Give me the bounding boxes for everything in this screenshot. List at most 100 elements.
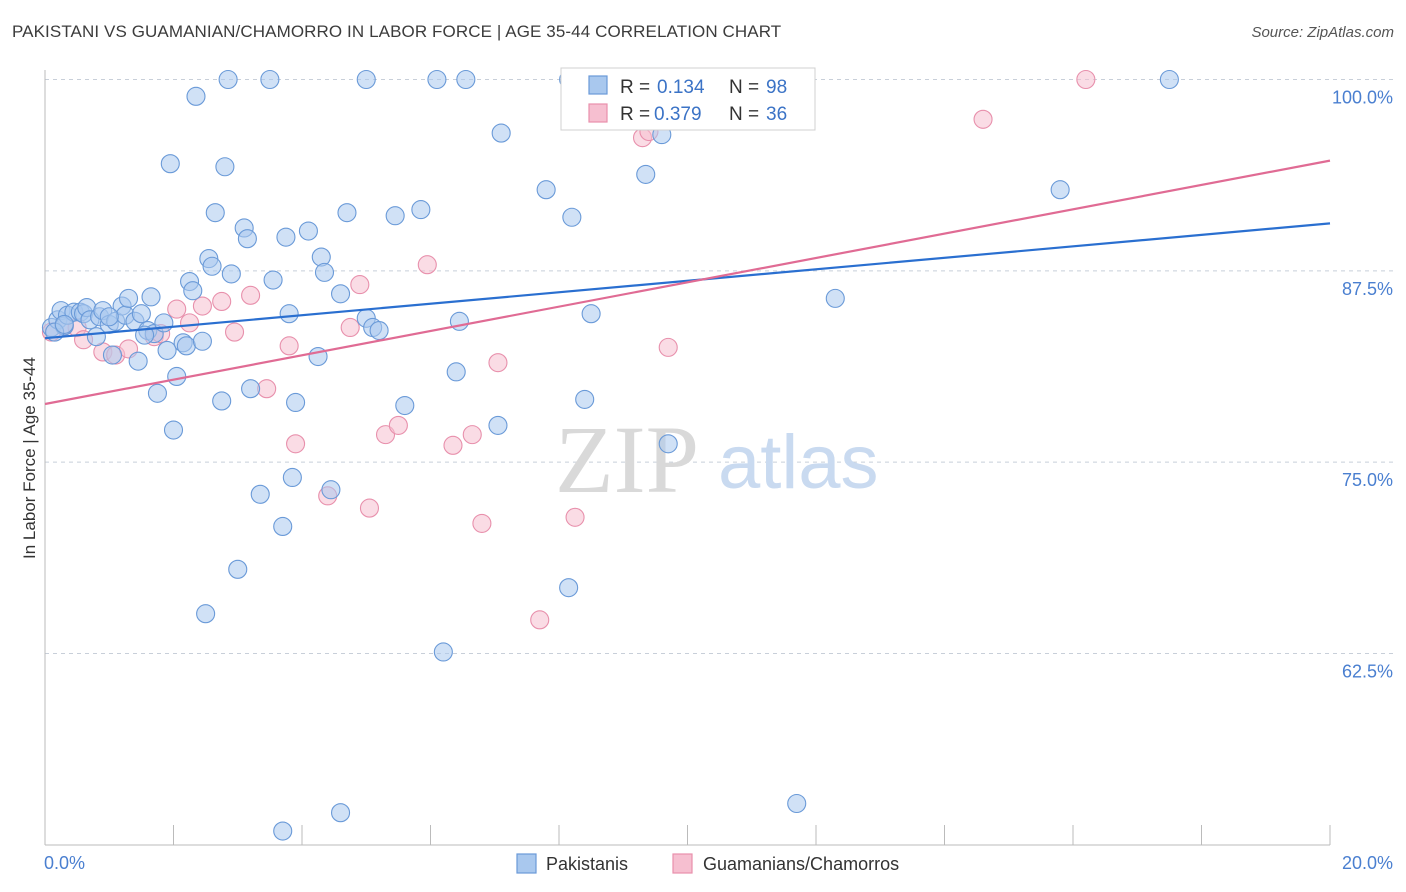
point-guamanians-33	[658, 337, 678, 357]
watermark: ZIP atlas	[555, 406, 879, 513]
point-pakistanis-20	[128, 351, 148, 371]
point-guamanians-28	[488, 353, 508, 373]
point-pakistanis-23	[141, 287, 161, 307]
point-pakistanis-70	[433, 642, 453, 662]
point-guamanians-30	[565, 507, 585, 527]
point-pakistanis-61	[321, 480, 341, 500]
x-tick-labels: 0.0% 20.0%	[44, 853, 1393, 873]
y-tick-labels: 62.5% 75.0% 87.5% 100.0%	[1332, 88, 1393, 682]
legend-swatch-pakistanis	[588, 75, 608, 95]
point-pakistanis-48	[241, 379, 261, 399]
point-pakistanis-53	[276, 227, 296, 247]
point-guamanians-27	[472, 513, 492, 533]
watermark-atlas: atlas	[718, 420, 879, 505]
point-pakistanis-28	[160, 154, 180, 174]
point-pakistanis-49	[250, 484, 270, 504]
axes	[44, 70, 1331, 846]
point-pakistanis-83	[658, 434, 678, 454]
point-guamanians-13	[224, 322, 245, 342]
point-pakistanis-25	[147, 383, 167, 403]
point-guamanians-24	[417, 255, 437, 275]
point-pakistanis-81	[636, 164, 656, 184]
legend-swatch-guamanians	[588, 103, 608, 123]
point-pakistanis-86	[1159, 69, 1179, 90]
bottom-legend-swatch-guamanians	[672, 853, 693, 874]
y-tick-label-1: 75.0%	[1342, 470, 1393, 490]
point-pakistanis-34	[183, 281, 203, 301]
point-pakistanis-56	[286, 392, 306, 413]
legend-n-label-1: N =	[729, 77, 759, 98]
point-pakistanis-37	[196, 604, 216, 624]
point-pakistanis-45	[228, 559, 248, 579]
point-guamanians-34	[973, 109, 993, 129]
point-pakistanis-32	[176, 336, 196, 356]
point-pakistanis-66	[369, 320, 389, 341]
bottom-legend-swatch-pakistanis	[516, 853, 537, 874]
legend-n-value-1: 98	[766, 77, 787, 98]
point-pakistanis-27	[157, 340, 177, 360]
point-pakistanis-42	[215, 157, 235, 177]
point-pakistanis-74	[488, 415, 508, 435]
bottom-legend-pakistanis: Pakistanis	[546, 854, 628, 874]
point-pakistanis-62	[330, 284, 351, 304]
point-pakistanis-39	[202, 256, 222, 276]
point-pakistanis-68	[395, 395, 415, 416]
point-pakistanis-43	[218, 69, 238, 90]
point-pakistanis-91	[273, 821, 293, 841]
point-pakistanis-57	[298, 221, 318, 241]
point-guamanians-35	[1076, 69, 1096, 90]
x-tick-label-1: 20.0%	[1342, 853, 1393, 873]
point-pakistanis-29	[163, 420, 184, 440]
point-pakistanis-35	[186, 86, 206, 106]
point-pakistanis-73	[456, 69, 476, 90]
point-pakistanis-41	[212, 391, 232, 411]
point-pakistanis-94	[356, 69, 376, 90]
point-pakistanis-44	[221, 264, 241, 284]
legend-r-label-2: R =	[620, 104, 650, 125]
point-pakistanis-78	[562, 207, 582, 227]
y-tick-label-0: 62.5%	[1342, 662, 1393, 682]
point-pakistanis-14	[102, 345, 123, 365]
point-guamanians-23	[388, 415, 408, 435]
point-pakistanis-89	[99, 307, 119, 327]
legend-r-label-1: R =	[620, 77, 650, 98]
point-guamanians-11	[192, 296, 212, 316]
x-tick-label-0: 0.0%	[44, 853, 85, 873]
point-pakistanis-84	[825, 288, 845, 308]
point-guamanians-10	[180, 313, 200, 333]
point-pakistanis-71	[446, 362, 466, 382]
point-guamanians-29	[530, 610, 550, 630]
point-pakistanis-18	[118, 288, 139, 308]
bottom-legend-guamanians: Guamanians/Chamorros	[703, 854, 899, 874]
point-pakistanis-21	[131, 304, 151, 324]
point-guamanians-25	[443, 435, 463, 455]
point-pakistanis-50	[260, 69, 280, 90]
point-pakistanis-69	[411, 200, 431, 220]
legend-n-label-2: N =	[729, 104, 759, 125]
point-guamanians-12	[212, 291, 232, 311]
watermark-zip: ZIP	[555, 406, 699, 513]
trend-lines	[44, 159, 1331, 406]
point-pakistanis-47	[237, 229, 257, 249]
point-pakistanis-55	[282, 467, 302, 488]
point-pakistanis-52	[273, 516, 293, 537]
source-label: Source: ZipAtlas.com	[1251, 24, 1394, 41]
point-pakistanis-76	[536, 180, 556, 200]
point-pakistanis-63	[337, 203, 357, 223]
point-guamanians-14	[241, 285, 261, 305]
point-pakistanis-40	[205, 203, 225, 223]
point-pakistanis-30	[167, 366, 187, 386]
trend-line-guamanians	[44, 159, 1331, 406]
point-guamanians-9	[167, 299, 187, 319]
point-guamanians-16	[279, 336, 299, 356]
point-pakistanis-67	[385, 206, 405, 226]
legend-r-value-2: 0.379	[654, 104, 702, 125]
point-pakistanis-93	[787, 793, 807, 814]
point-guamanians-21	[359, 498, 380, 518]
point-guamanians-26	[462, 425, 482, 445]
point-guamanians-17	[286, 434, 306, 454]
point-pakistanis-75	[491, 123, 511, 143]
point-pakistanis-79	[575, 389, 595, 409]
y-tick-label-2: 87.5%	[1342, 279, 1393, 299]
